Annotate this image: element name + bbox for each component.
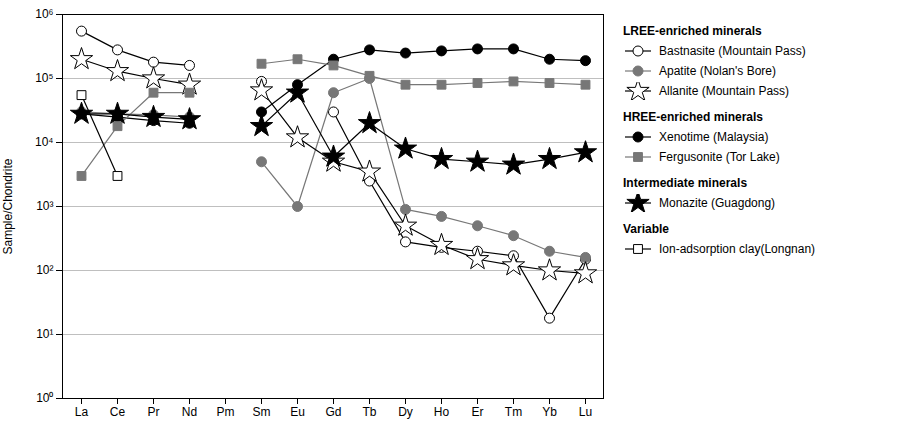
- html-text:Apatite (Nolan's Bore): Apatite (Nolan's Bore): [659, 64, 776, 78]
- html-text:LREE-enriched minerals: LREE-enriched minerals: [623, 24, 762, 38]
- svg-text:Tb: Tb: [362, 405, 376, 419]
- svg-text:Ho: Ho: [434, 405, 450, 419]
- html-text:Variable: Variable: [623, 222, 669, 236]
- svg-text:10⁵: 10⁵: [35, 71, 53, 85]
- svg-text:Pr: Pr: [148, 405, 160, 419]
- svg-text:10³: 10³: [36, 199, 53, 213]
- html-text:Xenotime (Malaysia): Xenotime (Malaysia): [659, 130, 769, 144]
- html-text:Ion-adsorption clay(Longnan): Ion-adsorption clay(Longnan): [659, 242, 816, 256]
- svg-text:Nd: Nd: [182, 405, 197, 419]
- svg-text:Lu: Lu: [579, 405, 592, 419]
- svg-text:10²: 10²: [36, 263, 53, 277]
- html-text:Intermediate minerals: Intermediate minerals: [623, 176, 748, 190]
- html-text:HREE-enriched minerals: HREE-enriched minerals: [623, 110, 763, 124]
- svg-text:Tm: Tm: [505, 405, 522, 419]
- svg-text:La: La: [75, 405, 89, 419]
- svg-text:10⁰: 10⁰: [36, 391, 53, 405]
- svg-text:Gd: Gd: [325, 405, 341, 419]
- svg-text:Pm: Pm: [217, 405, 235, 419]
- html-text:Monazite (Guagdong): Monazite (Guagdong): [659, 196, 776, 210]
- svg-text:10⁶: 10⁶: [35, 7, 53, 21]
- svg-text:Dy: Dy: [398, 405, 413, 419]
- svg-text:Yb: Yb: [542, 405, 557, 419]
- html-text:Allanite (Mountain Pass): Allanite (Mountain Pass): [659, 84, 790, 98]
- svg-text:Sm: Sm: [253, 405, 271, 419]
- html-text:Bastnasite (Mountain Pass): Bastnasite (Mountain Pass): [659, 44, 806, 58]
- svg-text:Er: Er: [472, 405, 484, 419]
- svg-text:Sample/Chondrite: Sample/Chondrite: [1, 158, 15, 254]
- html-text:Fergusonite (Tor Lake): Fergusonite (Tor Lake): [659, 150, 780, 164]
- svg-text:10¹: 10¹: [36, 327, 53, 341]
- svg-text:Eu: Eu: [290, 405, 305, 419]
- svg-text:10⁴: 10⁴: [35, 135, 54, 149]
- svg-text:Ce: Ce: [110, 405, 126, 419]
